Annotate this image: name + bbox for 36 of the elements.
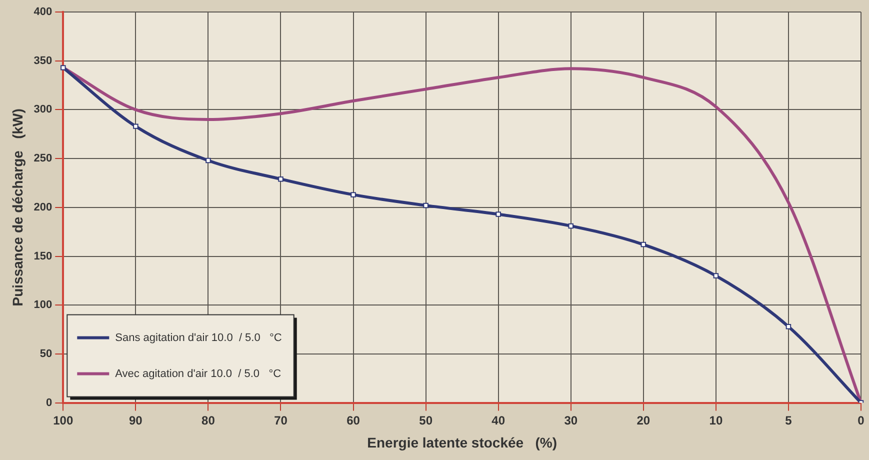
point: [350, 192, 356, 198]
y-tick-label: 300: [34, 104, 52, 116]
point: [786, 324, 792, 330]
x-tick-label: 5: [785, 413, 792, 428]
y-tick-label: 250: [34, 152, 52, 165]
y-tick-label: 50: [40, 348, 52, 360]
x-tick-label: 10: [709, 413, 723, 428]
legend-label: Avec agitation d'air 10.0 / 5.0 °C: [115, 368, 282, 380]
y-tick-label: 150: [34, 250, 52, 262]
x-tick-label: 0: [858, 413, 865, 428]
point: [423, 202, 428, 208]
x-tick-label: 20: [636, 413, 650, 428]
x-tick-label: 60: [346, 413, 360, 428]
point: [60, 65, 66, 70]
y-tick-label: 0: [46, 396, 52, 409]
point: [640, 242, 646, 248]
x-tick-label: 40: [492, 413, 506, 428]
y-tick-label: 100: [34, 299, 52, 312]
point: [568, 223, 574, 229]
y-tick-label: 200: [34, 201, 52, 214]
x-tick-label: 70: [274, 413, 288, 428]
legend-label: Sans agitation d'air 10.0 / 5.0 °C: [115, 332, 282, 344]
point: [713, 273, 719, 278]
y-tick-label: 400: [34, 6, 52, 18]
x-tick-label: 80: [202, 413, 216, 428]
x-tick-label: 50: [419, 413, 433, 428]
point: [133, 124, 138, 129]
x-tick-label: 100: [53, 413, 74, 428]
x-tick-label: 30: [564, 413, 578, 428]
y-tick-label: 350: [34, 54, 52, 67]
y-axis-title: Puissance de décharge (kW): [9, 108, 26, 306]
point: [496, 212, 501, 217]
x-axis-title: Energie latente stockée (%): [367, 434, 557, 450]
x-tick-label: 90: [129, 413, 143, 428]
point: [206, 158, 211, 164]
point: [278, 176, 284, 182]
